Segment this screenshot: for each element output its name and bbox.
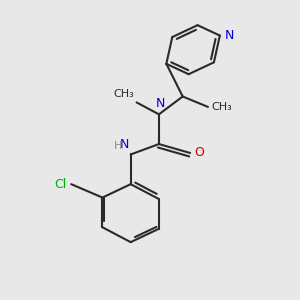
Text: N: N bbox=[156, 97, 165, 110]
Text: Cl: Cl bbox=[55, 178, 67, 191]
Text: O: O bbox=[195, 146, 205, 160]
Text: CH₃: CH₃ bbox=[113, 89, 134, 100]
Text: CH₃: CH₃ bbox=[211, 102, 232, 112]
Text: N: N bbox=[225, 29, 235, 42]
Text: H: H bbox=[113, 141, 122, 151]
Text: N: N bbox=[120, 138, 129, 151]
